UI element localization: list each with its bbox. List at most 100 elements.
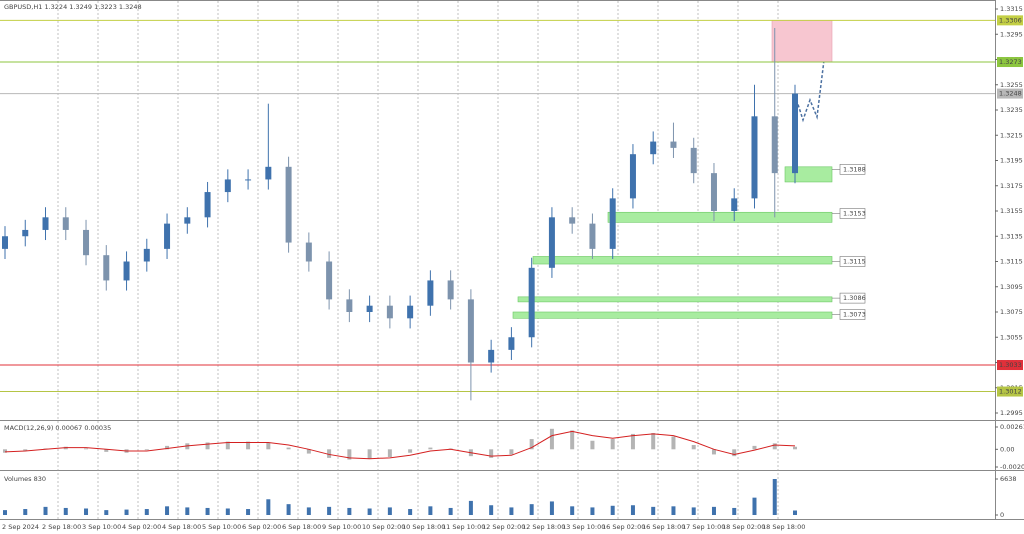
support-zone (607, 211, 833, 223)
zone-label-box (839, 256, 866, 267)
bar (752, 497, 757, 515)
chart-title: GBPUSD,H1 1.3224 1.3249 1.3223 1.3248 (4, 3, 142, 11)
bar (671, 506, 676, 515)
bar (408, 509, 413, 515)
bar (63, 507, 68, 515)
x-tick-label: 18 Sep 18:00 (762, 523, 805, 531)
bar (104, 510, 109, 515)
bar (711, 449, 716, 455)
candle-body (22, 229, 29, 237)
candle-body (467, 299, 474, 363)
bar (772, 443, 777, 450)
x-tick-label: 13 Sep 10:00 (562, 523, 605, 531)
bar (793, 446, 797, 450)
zone-label-box (839, 292, 866, 304)
candle-body (62, 217, 69, 230)
bar (43, 506, 48, 515)
y-tick-label: 1.3175 (1000, 182, 1023, 190)
x-tick-label: 10 Sep 18:00 (402, 523, 445, 531)
x-tick-label: 12 Sep 02:00 (482, 523, 525, 531)
candle-body (326, 261, 333, 300)
bar (570, 506, 575, 515)
bar (286, 447, 291, 450)
y-tick-label: 1.3235 (1000, 106, 1023, 114)
bar (793, 510, 797, 515)
candle-body (629, 154, 636, 199)
candle-body (265, 166, 272, 180)
bar (711, 506, 716, 515)
support-zone (517, 296, 833, 303)
level-label-box (997, 15, 1023, 26)
candle-body (427, 280, 434, 306)
bar (246, 509, 251, 515)
bar (428, 506, 433, 515)
bar (3, 510, 7, 515)
y-tick-label: 1.3095 (1000, 283, 1023, 291)
x-tick-label: 6 Sep 18:00 (282, 523, 321, 531)
y-tick-label: 1.3315 (1000, 5, 1023, 13)
y-tick-label: 1.3055 (1000, 333, 1023, 341)
bar (266, 442, 271, 450)
x-tick-label: 3 Sep 10:00 (82, 523, 121, 531)
bar (144, 449, 149, 451)
bar (448, 507, 453, 515)
zone-label: 1.3086 (843, 294, 866, 302)
zone-label: 1.3115 (843, 258, 866, 266)
bar (347, 449, 352, 460)
candle-body (42, 217, 49, 230)
bar (772, 479, 777, 515)
candle-body (143, 248, 150, 262)
x-tick-label: 4 Sep 18:00 (162, 523, 201, 531)
level-label-box (997, 360, 1023, 371)
x-tick-label: 9 Sep 10:00 (322, 523, 361, 531)
bar (23, 509, 28, 515)
candle-body (83, 229, 90, 256)
candle-body (123, 261, 130, 281)
x-tick-label: 16 Sep 18:00 (642, 523, 685, 531)
candle-body (609, 198, 616, 249)
support-zone (532, 256, 833, 265)
zone-label-box (839, 164, 866, 175)
x-tick-label: 18 Sep 02:00 (722, 523, 765, 531)
target-zone (771, 20, 833, 63)
bar (549, 428, 554, 450)
bar (691, 507, 696, 515)
candle-body (548, 217, 555, 268)
bar (306, 507, 311, 515)
y-tick-label: 1.3255 (1000, 81, 1023, 89)
bar (489, 449, 494, 458)
x-tick-label: 2 Sep 18:00 (42, 523, 81, 531)
x-tick-label: 16 Sep 02:00 (602, 523, 645, 531)
candle-body (731, 198, 738, 211)
x-tick-label: 6 Sep 02:00 (242, 523, 281, 531)
bar (387, 507, 392, 515)
candle-body (528, 267, 535, 338)
candle-body (690, 147, 697, 174)
bar (144, 509, 149, 515)
support-zone (512, 311, 833, 319)
bar (630, 433, 635, 450)
candle-body (285, 166, 292, 243)
candle-body (204, 192, 211, 218)
candle-body (407, 305, 414, 319)
bar (3, 449, 7, 453)
bar (590, 440, 595, 450)
x-tick-label: 2 Sep 2024 (2, 523, 39, 531)
bar (165, 445, 170, 450)
bar (306, 449, 311, 454)
bar (529, 439, 534, 450)
bar (286, 504, 291, 515)
candle-body (488, 349, 495, 363)
bar (428, 447, 433, 450)
bar (246, 441, 251, 450)
y-tick-label: 1.3115 (1000, 258, 1023, 266)
y-tick-label: 1.3195 (1000, 157, 1023, 165)
candle-body (2, 236, 8, 249)
bar (367, 449, 372, 459)
candle-body (569, 217, 576, 224)
volume-title: Volumes 830 (4, 475, 46, 483)
candle-body (792, 93, 798, 174)
bar (225, 508, 230, 515)
